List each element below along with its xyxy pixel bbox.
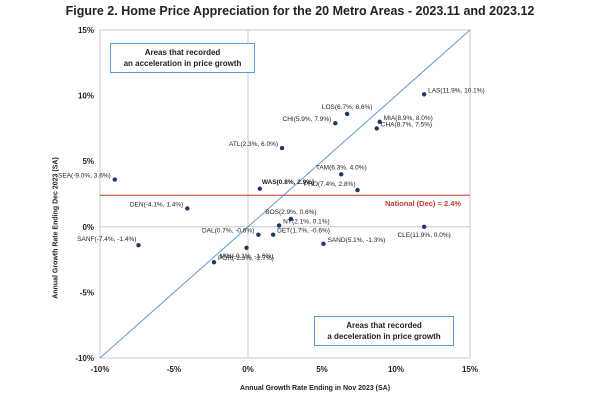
data-point-label: SAND(5.1%, -1.3%) (327, 237, 385, 244)
data-point (374, 126, 379, 131)
acceleration-annotation-line-1: Areas that recorded (144, 48, 221, 57)
plot-axes (99, 29, 471, 359)
data-point (185, 206, 190, 211)
data-point-label: POR(-2.3%, -2.7%) (218, 255, 274, 262)
deceleration-annotation-line-1: Areas that recorded (346, 321, 422, 330)
data-point (136, 242, 141, 248)
data-point-label: BOS(2.9%, 0.6%) (265, 209, 316, 216)
data-point-label: DEN(-4.1%, 1.4%) (130, 201, 183, 208)
data-point-label: CLE(11.9%, 0.0%) (397, 232, 450, 239)
data-point (279, 145, 285, 151)
data-point-label: MIA(8.9%, 8.0%) (384, 115, 433, 122)
x-tick-label: 10% (388, 365, 404, 374)
y-tick-label: 5% (82, 157, 94, 166)
data-point-label: DET(1.7%, -0.6%) (277, 228, 330, 235)
data-point (244, 245, 249, 250)
data-point-label: WAS(0.8%, 2.9%) (262, 179, 314, 186)
data-point-label: CHI(5.9%, 7.9%) (283, 116, 332, 123)
x-axis-label: Annual Growth Rate Ending in Nov 2023 (S… (239, 385, 391, 392)
deceleration-annotation: Areas that recorded a deceleration in pr… (314, 316, 454, 346)
data-point (421, 224, 427, 229)
x-tick-label: -5% (167, 365, 181, 374)
x-tick-label: 0% (242, 365, 254, 374)
data-point (276, 223, 282, 228)
data-point-label: DAL(0.7%, -0.6%) (202, 228, 254, 235)
data-point (333, 120, 338, 126)
data-point (355, 187, 360, 193)
data-point (270, 232, 276, 237)
acceleration-annotation: Areas that recorded an acceleration in p… (110, 43, 255, 73)
data-point (112, 177, 118, 182)
data-point-label: SANF(-7.4%, -1.4%) (77, 236, 136, 243)
reference-lines (99, 29, 471, 359)
axis-ticks: -10% -5% 0% 5% 10% 15% -10% -5% 0% 5% 10% 15% (75, 26, 478, 374)
data-point-label: SEA(-9.0%, 3.6%) (58, 173, 111, 180)
plot-frame (99, 29, 471, 359)
data-point-label: LOS(6.7%, 8.6%) (322, 104, 373, 111)
diagonal-line (99, 29, 471, 359)
data-point (421, 92, 427, 97)
data-point (211, 260, 217, 265)
data-point (321, 241, 326, 247)
data-point-label: ATL(2.3%, 6.0%) (229, 141, 278, 148)
deceleration-annotation-line-2: a deceleration in price growth (327, 332, 441, 341)
y-tick-label: -5% (80, 288, 94, 297)
y-tick-label: 0% (82, 223, 94, 232)
data-point-label: MIN(-0.1%, -1.6%) (220, 253, 274, 260)
data-point-label: CHA(8.7%, 7.5%) (381, 121, 432, 128)
x-tick-label: -10% (91, 365, 110, 374)
data-point (288, 216, 294, 222)
acceleration-annotation-line-2: an acceleration in price growth (123, 59, 242, 68)
data-point-label: NY(2.1%, 0.1%) (283, 218, 330, 225)
data-points: LAS(11.9%, 10.1%) LOS(6.7%, 8.6%) MIA(8.9%… (58, 87, 485, 265)
y-tick-label: 15% (78, 26, 94, 35)
data-point-label: LAS(11.9%, 10.1%) (428, 87, 485, 94)
data-point (344, 111, 350, 117)
data-point (257, 186, 263, 191)
data-point (339, 172, 344, 177)
y-tick-label: 10% (78, 92, 94, 101)
x-tick-label: 15% (462, 365, 478, 374)
data-point (256, 232, 261, 237)
national-line-label: National (Dec) = 2.4% (385, 199, 462, 208)
x-tick-label: 5% (316, 365, 328, 374)
data-point-label: TAM(6.3%, 4.0%) (316, 164, 367, 171)
y-tick-label: -10% (75, 354, 94, 363)
data-point (377, 119, 382, 125)
chart-title: Figure 2. Home Price Appreciation for th… (65, 4, 535, 18)
data-point-label: PHO(7.4%, 2.8%) (304, 181, 356, 188)
